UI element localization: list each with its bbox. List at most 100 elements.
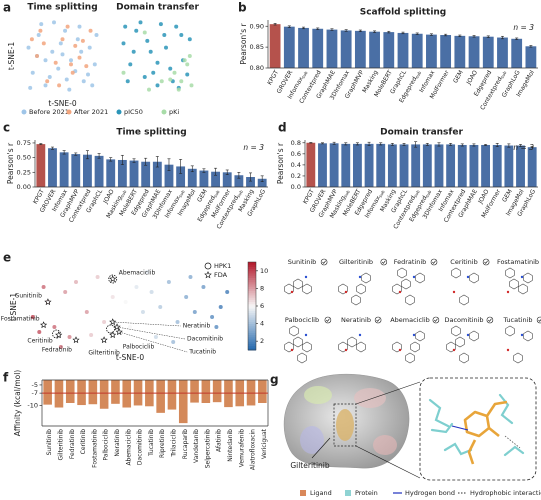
bar (481, 144, 491, 187)
chart-title: Domain transfer (116, 3, 199, 13)
y-tick-label: 0.0 (291, 183, 301, 191)
point (77, 24, 82, 29)
colorbar-cell (248, 323, 256, 327)
molecule-ring (351, 294, 361, 306)
ligand-arrow (311, 437, 331, 459)
drug-label: Dacomitinib (187, 336, 223, 343)
point (86, 72, 90, 77)
colorbar-cell (248, 336, 256, 340)
legend-label: pKi (169, 108, 179, 116)
atom (466, 275, 470, 279)
bar (122, 380, 132, 408)
bar (129, 160, 139, 187)
point (43, 58, 48, 63)
leader-line (119, 331, 188, 353)
y-tick-label: 0.25 (17, 168, 31, 176)
point (63, 290, 68, 294)
molecule-ring (338, 283, 348, 295)
bar (482, 36, 494, 68)
error-bar (460, 143, 464, 147)
fda-check-icon (536, 316, 541, 324)
x-axis-label: t-SNE-0 (116, 353, 144, 362)
annotation: n = 3 (243, 143, 264, 152)
bar (376, 143, 386, 187)
molecule-ring (401, 278, 411, 290)
point (128, 325, 132, 329)
molecule-ring (356, 283, 366, 295)
protein-sticks (428, 393, 525, 457)
error-bar (332, 141, 336, 145)
error-bar (429, 33, 433, 36)
x-tick-label: JOAO (465, 69, 479, 87)
bar (199, 170, 209, 187)
colorbar-tick-label: 6 (260, 302, 264, 310)
panel-letter: b (238, 1, 247, 15)
ligand-sticks (463, 400, 508, 465)
point (47, 75, 52, 79)
point (142, 75, 147, 79)
bar (434, 144, 444, 187)
point (29, 37, 34, 42)
bar (446, 144, 456, 187)
bar (497, 37, 508, 68)
point (110, 295, 115, 299)
structure-name: Gilteritinib (339, 258, 373, 266)
bar (258, 380, 267, 403)
molecule-ring (293, 336, 303, 348)
error-bar (414, 141, 418, 148)
point (65, 24, 70, 29)
error-bar (495, 143, 499, 147)
y-tick-label: 0.4 (291, 161, 301, 169)
structure-name: Dacomitinib (444, 316, 483, 324)
atom (520, 275, 524, 279)
molecule-ring (415, 272, 425, 284)
fda-marker (55, 331, 63, 339)
hbond (451, 425, 469, 431)
point (171, 340, 176, 344)
bar (82, 154, 92, 187)
error-bar (249, 172, 253, 182)
y-axis-label: Affinity (kcal/mol) (13, 370, 22, 437)
legend-label: Hydrophobic interaction (470, 489, 541, 497)
error-bar (302, 26, 306, 30)
molecule-ring (455, 336, 465, 348)
point (148, 49, 153, 54)
fda-check-icon (432, 316, 440, 324)
fda-marker (115, 328, 123, 336)
point (158, 305, 163, 309)
y-tick-label: 0.85 (250, 43, 264, 51)
x-tick-label: Palbociclib (103, 429, 110, 461)
error-bar (287, 25, 291, 28)
x-tick-label: Rucaparib (182, 429, 189, 459)
zoom-panel (419, 377, 537, 481)
point (30, 315, 35, 319)
x-tick-label: Nintedanib (227, 429, 234, 462)
ligand-label: Gilteritinib (290, 461, 330, 470)
bar (298, 27, 309, 68)
atom (466, 333, 470, 337)
x-tick-label: Abemaciclib (125, 429, 132, 466)
molecule-ring (397, 267, 407, 279)
bar (340, 30, 352, 68)
structure-name: Tucatinib (502, 316, 532, 324)
error-bar (120, 154, 124, 165)
colorbar-cell (248, 279, 256, 283)
point (128, 62, 133, 67)
point (37, 330, 42, 334)
y-tick-label: 0.8 (291, 139, 301, 147)
bar (504, 145, 514, 187)
colorbar-cell (248, 277, 256, 281)
fda-marker (109, 318, 117, 326)
point (147, 87, 151, 92)
error-bar (316, 27, 320, 30)
fda-check-mark (376, 318, 380, 322)
point (39, 22, 44, 27)
error-bar (515, 37, 519, 40)
colorbar-cell (248, 319, 256, 322)
error-bar (179, 159, 183, 174)
point (172, 70, 177, 75)
bar (43, 380, 52, 405)
fda-marker (40, 321, 48, 329)
molecule-ring (469, 330, 479, 342)
